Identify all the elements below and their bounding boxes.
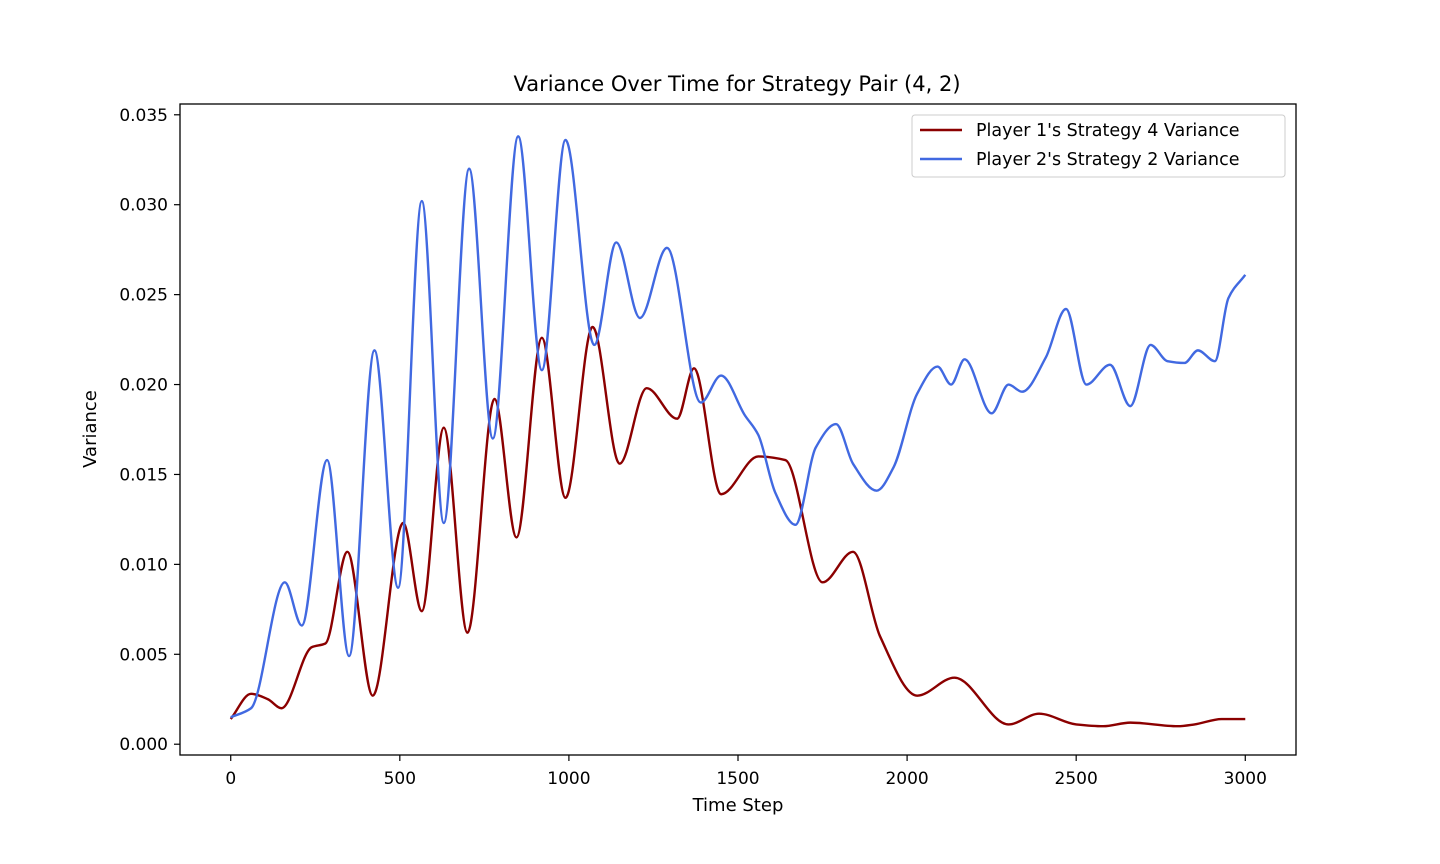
- legend-box: [911, 114, 1286, 178]
- y-tick-label: 0.015: [119, 465, 168, 485]
- y-tick-label: 0.005: [119, 645, 168, 665]
- legend: Player 1's Strategy 4 Variance Player 2'…: [911, 114, 1286, 178]
- x-tick-label: 500: [384, 769, 416, 789]
- legend-label-player1: Player 1's Strategy 4 Variance: [976, 121, 1239, 141]
- x-axis-ticks: 0 500 1000 1500 2000 2500 3000: [225, 755, 1267, 789]
- y-axis-label: Variance: [80, 390, 101, 468]
- series-line-1: [229, 325, 1246, 728]
- series-line-2: [230, 135, 1247, 719]
- y-tick-label: 0.030: [119, 196, 168, 216]
- y-tick-label: 0.020: [119, 376, 168, 396]
- y-tick-label: 0.035: [119, 106, 168, 126]
- x-tick-label: 2500: [1055, 769, 1098, 789]
- series-layer: [229, 135, 1247, 728]
- x-axis-label: Time Step: [692, 795, 784, 816]
- x-tick-label: 0: [225, 769, 236, 789]
- y-tick-label: 0.010: [119, 555, 168, 575]
- x-tick-label: 1000: [547, 769, 590, 789]
- legend-label-player2: Player 2's Strategy 2 Variance: [976, 150, 1239, 170]
- x-tick-label: 3000: [1224, 769, 1267, 789]
- y-axis-ticks: 0.000 0.005 0.010 0.015 0.020 0.025 0.030 0.035: [119, 106, 180, 755]
- y-tick-label: 0.025: [119, 286, 168, 306]
- x-tick-label: 1500: [716, 769, 759, 789]
- y-tick-label: 0.000: [119, 735, 168, 755]
- chart-title: Variance Over Time for Strategy Pair (4,…: [513, 72, 960, 96]
- x-tick-label: 2000: [885, 769, 928, 789]
